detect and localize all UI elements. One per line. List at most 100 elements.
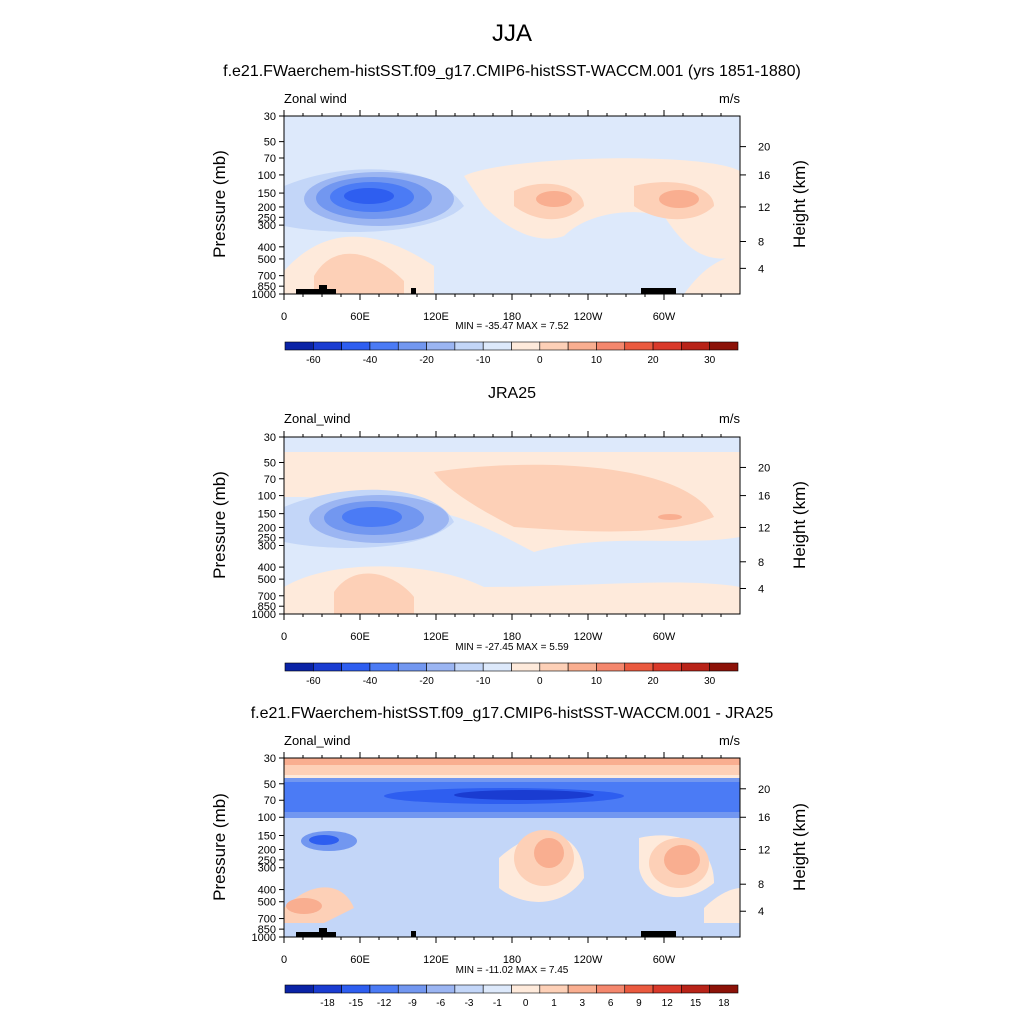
positive-region [704,888,740,923]
x-tick-label: 60E [350,954,370,966]
colorbar-label: -40 [363,676,378,687]
topography-block [296,289,336,294]
x-tick-label: 60W [653,311,676,323]
y-tick-label: 850 [258,281,276,293]
colorbar-label: 0 [537,355,543,366]
y-tick-label: 100 [258,170,276,182]
colorbar-box [652,984,682,994]
y-tick-label: 1000 [252,289,276,301]
panel-2: 0 60E 120E 180 120W 60W3050701001502002503004… [252,431,770,687]
y2-tick-label: 12 [758,202,770,214]
colorbar-box [284,984,314,994]
y-tick-label: 150 [258,831,276,843]
topography-block [319,928,327,937]
colorbar: -18 -15 -12 -9 -6 -3 -1 0 1 3 6 9 12 15 18 [284,984,739,1009]
topography [296,928,676,937]
colorbar-box [596,662,626,672]
colorbar-label: 20 [648,355,660,366]
colorbar-box [313,984,342,994]
colorbar-box [596,984,626,994]
colorbar-box [341,662,371,672]
colorbar-box [369,662,399,672]
colorbar-label: -10 [476,676,491,687]
panel-1-variable-label: Zonal wind [284,91,347,106]
topography-block [641,288,676,294]
y2-tick-label: 20 [758,462,770,474]
x-tick-label: 60W [653,631,676,643]
panel-3-minmax: MIN = -11.02 MAX = 7.45 [455,965,569,976]
x-tick-label: 60E [350,631,370,643]
y-tick-label: 300 [258,541,276,553]
panel-3: 0 60E 120E 180 120W 60W3050701001502002503004… [252,752,770,1009]
colorbar-label: 18 [718,998,730,1009]
colorbar-box [709,662,739,672]
colorbar-box [284,341,314,351]
y-tick-label: 500 [258,574,276,586]
positive-region [658,514,682,520]
y-tick-label: 700 [258,271,276,283]
y-tick-label: 850 [258,924,276,936]
panel-2-variable-label: Zonal_wind [284,411,351,426]
colorbar-box [539,341,569,351]
colorbar-label: -60 [306,355,321,366]
panel-1-title: f.e21.FWaerchem-histSST.f09_g17.CMIP6-hi… [223,63,801,80]
colorbar-box [511,341,541,351]
y-tick-label: 400 [258,242,276,254]
x-tick-label: 180 [503,954,521,966]
y-tick-label: 30 [264,432,276,444]
y2-tick-label: 20 [758,784,770,796]
figure-title: JJA [491,20,532,47]
colorbar-label: -9 [408,998,417,1009]
colorbar-label: -1 [493,998,502,1009]
colorbar-label: 0 [537,676,543,687]
colorbar-box [624,341,654,351]
positive-region [286,898,322,914]
positive-region [534,838,564,868]
colorbar-box [397,341,427,351]
colorbar-label: -18 [320,998,335,1009]
topography-block [641,931,676,937]
y-tick-label: 100 [258,812,276,824]
y-tick-label: 400 [258,885,276,897]
topography [296,285,676,294]
panel-3-title: f.e21.FWaerchem-histSST.f09_g17.CMIP6-hi… [250,705,774,722]
colorbar-label: -6 [436,998,445,1009]
colorbar-box [567,984,597,994]
colorbar-box [511,984,541,994]
positive-region [659,190,699,208]
colorbar-label: 30 [704,355,716,366]
x-tick-label: 120E [423,954,449,966]
colorbar-label: 10 [591,355,603,366]
y-tick-label: 50 [264,137,276,149]
colorbar-label: 3 [580,998,586,1009]
colorbar-box [539,984,569,994]
colorbar-box [397,662,427,672]
y-tick-label: 50 [264,779,276,791]
colorbar-label: -12 [377,998,392,1009]
colorbar-box [426,662,456,672]
colorbar-box [681,984,710,994]
y2-tick-label: 4 [758,584,764,596]
colorbar-box [567,662,597,672]
colorbar-box [681,341,710,351]
colorbar-box [624,662,654,672]
colorbar-box [539,662,569,672]
x-tick-label: 120E [423,631,449,643]
colorbar-label: -20 [419,676,434,687]
positive-region [536,191,572,207]
negative-region [454,790,594,800]
colorbar-box [369,984,399,994]
positive-region [434,464,714,532]
negative-region [309,835,339,845]
y2-tick-label: 16 [758,170,770,182]
colorbar-box [341,341,371,351]
y2-tick-label: 8 [758,879,764,891]
colorbar-label: 30 [704,676,716,687]
y-tick-label: 700 [258,914,276,926]
y2-tick-label: 12 [758,522,770,534]
y-tick-label: 200 [258,844,276,856]
colorbar-label: 10 [591,676,603,687]
y-tick-label: 400 [258,562,276,574]
y-tick-label: 1000 [252,609,276,621]
y2-tick-label: 16 [758,812,770,824]
